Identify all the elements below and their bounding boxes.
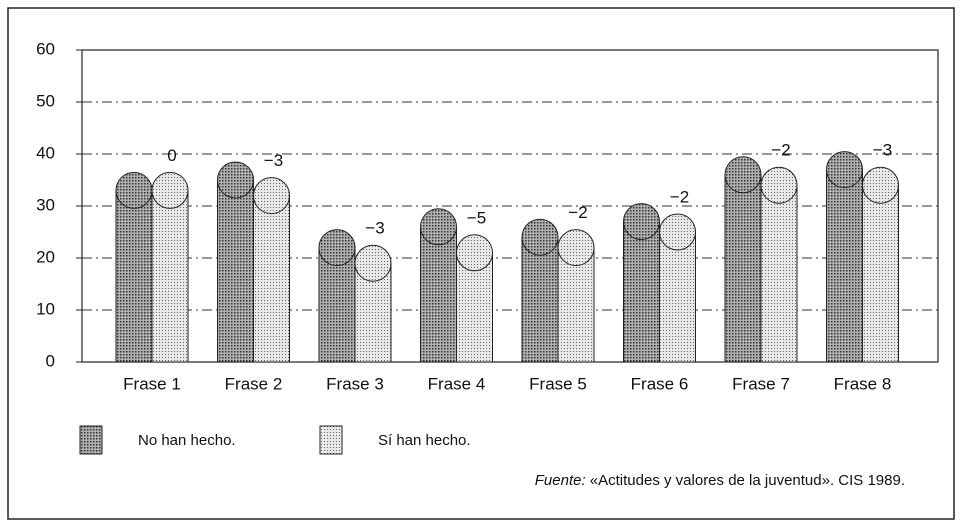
x-tick-label: Frase 5 <box>529 374 587 393</box>
y-tick-label: 30 <box>36 195 55 214</box>
bar-cap <box>420 208 457 246</box>
bar-cap <box>217 161 254 199</box>
source-label: Fuente: <box>535 472 586 489</box>
bar <box>760 184 798 363</box>
x-tick-label: Frase 2 <box>225 374 283 393</box>
bar-cap <box>151 171 189 209</box>
bar-cap <box>623 203 660 241</box>
annotation: −3 <box>365 219 384 238</box>
bar <box>253 195 290 363</box>
legend-label: Sí han hecho. <box>378 432 471 449</box>
bar-cap <box>521 218 559 256</box>
bar-cap <box>318 229 356 267</box>
source: Fuente: «Actitudes y valores de la juven… <box>535 472 905 489</box>
bar <box>826 169 863 363</box>
source-text: «Actitudes y valores de la juventud». CI… <box>590 472 905 489</box>
annotation: −5 <box>467 208 486 227</box>
bar <box>217 179 254 363</box>
x-tick-label: Frase 7 <box>732 374 790 393</box>
bar <box>659 231 696 363</box>
y-tick-label: 50 <box>36 91 55 110</box>
annotation: −2 <box>771 141 790 160</box>
legend-label: No han hecho. <box>138 432 236 449</box>
bar-cap <box>354 244 392 282</box>
x-tick-label: Frase 6 <box>631 374 689 393</box>
bar-cap <box>557 229 595 267</box>
bar <box>724 174 762 363</box>
plot-frame <box>81 49 939 363</box>
bar <box>115 189 153 363</box>
annotation: −3 <box>264 151 283 170</box>
legend-swatch <box>319 425 343 455</box>
x-tick-label: Frase 4 <box>428 374 486 393</box>
bar <box>521 236 559 363</box>
frame <box>7 7 955 520</box>
bar-cap <box>724 156 762 194</box>
bar <box>420 226 457 363</box>
bar <box>623 221 660 363</box>
bar <box>354 262 392 363</box>
annotation: −2 <box>670 187 689 206</box>
bar-cap <box>456 234 493 272</box>
legend-swatch <box>79 425 103 455</box>
annotation: −3 <box>873 141 892 160</box>
y-tick-label: 10 <box>36 299 55 318</box>
bar-cap <box>659 213 696 251</box>
x-tick-label: Frase 3 <box>326 374 384 393</box>
x-tick-label: Frase 1 <box>123 374 181 393</box>
annotation: −2 <box>568 203 587 222</box>
y-tick-label: 40 <box>36 143 55 162</box>
bar-cap <box>253 177 290 215</box>
bar-cap <box>826 151 863 189</box>
bar <box>557 247 595 363</box>
x-tick-label: Frase 8 <box>834 374 892 393</box>
bar-cap <box>862 166 899 204</box>
bar <box>151 189 189 363</box>
bar-cap <box>760 166 798 204</box>
bar-cap <box>115 171 153 209</box>
annotation: 0 <box>167 146 176 165</box>
y-tick-label: 60 <box>36 39 55 58</box>
y-tick-label: 0 <box>46 351 55 370</box>
y-tick-label: 20 <box>36 247 55 266</box>
bar <box>862 184 899 363</box>
